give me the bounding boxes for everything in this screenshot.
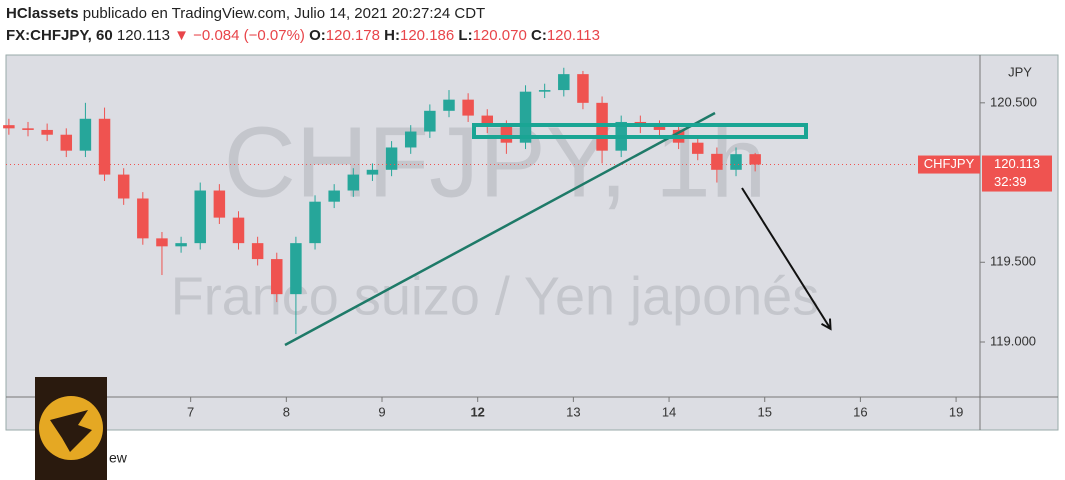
candle-body [462,99,474,116]
close: 120.113 [547,27,600,44]
candle-body [328,190,340,202]
candle-body [730,154,742,170]
low: 120.070 [473,27,527,44]
open: 120.178 [326,27,380,44]
candle-body [213,190,226,218]
candle-body [60,134,73,151]
candle-body [156,238,168,247]
candle-body [137,198,149,239]
last-price-label: 120.113 [994,156,1040,171]
candle-body [194,190,206,244]
candle-body [175,243,187,247]
candle-body [98,118,111,175]
candle-body [271,259,283,295]
candle-body [404,131,417,148]
candle-body [711,153,723,170]
forecast-arrow [741,187,830,328]
header-line-1: HClassets publicado en TradingView.com, … [6,5,485,22]
candle-body [79,118,92,151]
x-tick-label: 9 [378,404,385,419]
candle-body [3,125,15,129]
candle-body [41,129,53,135]
x-tick-label: 13 [566,404,580,419]
high-label: H: [384,27,400,44]
last: 120.113 [117,27,170,44]
resistance-zone [472,123,808,139]
x-tick-label: 15 [757,404,771,419]
open-label: O: [309,27,326,44]
candle-body [577,74,589,103]
candle-body [481,115,493,127]
candle-body [500,126,513,143]
candle-body [22,128,34,130]
y-tick-label: 119.000 [990,333,1036,348]
candle-body [692,142,704,154]
candle-body [232,217,245,244]
candle-body [424,110,436,132]
close-label: C: [531,27,547,44]
symbol-label: CHFJPY [924,156,975,171]
logo-eagle [50,410,92,452]
y-axis-label: JPY [1008,64,1032,79]
published: publicado en TradingView.com, Julio 14, … [83,5,485,22]
candle-body [117,174,130,199]
countdown: 32:39 [994,174,1027,189]
x-tick-label: 8 [283,404,290,419]
candle-body [251,243,264,260]
candle-body [558,74,570,91]
candle-body [366,169,379,175]
x-tick-label: 14 [662,404,676,419]
symbol: FX:CHFJPY, 60 [6,27,113,44]
x-tick-label: 7 [187,404,194,419]
high: 120.186 [400,27,454,44]
header-line-2: FX:CHFJPY, 60 120.113 ▼ −0.084 (−0.07%) … [6,27,600,44]
candle-body [749,154,761,165]
x-tick-label: 19 [949,404,963,419]
x-tick-label: 12 [470,404,484,419]
candle-body [309,201,321,244]
candle-body [653,126,666,130]
symbol-label-box [918,155,980,174]
change: ▼ −0.084 (−0.07%) [174,27,305,44]
last-price-box [982,155,1052,192]
x-tick-label: 16 [853,404,867,419]
candle-body [385,147,398,170]
author: HClassets [6,5,79,22]
low-label: L: [458,27,472,44]
trend-line [284,111,716,347]
watermark-description: Franco suizo / Yen japonés [171,266,819,326]
candle-body [519,91,532,143]
candle-body [347,174,360,191]
candle-body [443,99,455,111]
candle-body [290,243,302,295]
y-tick-label: 120.500 [990,94,1037,109]
footer: ew [109,450,128,466]
y-tick-label: 119.500 [990,254,1036,269]
candle-body [538,90,551,92]
